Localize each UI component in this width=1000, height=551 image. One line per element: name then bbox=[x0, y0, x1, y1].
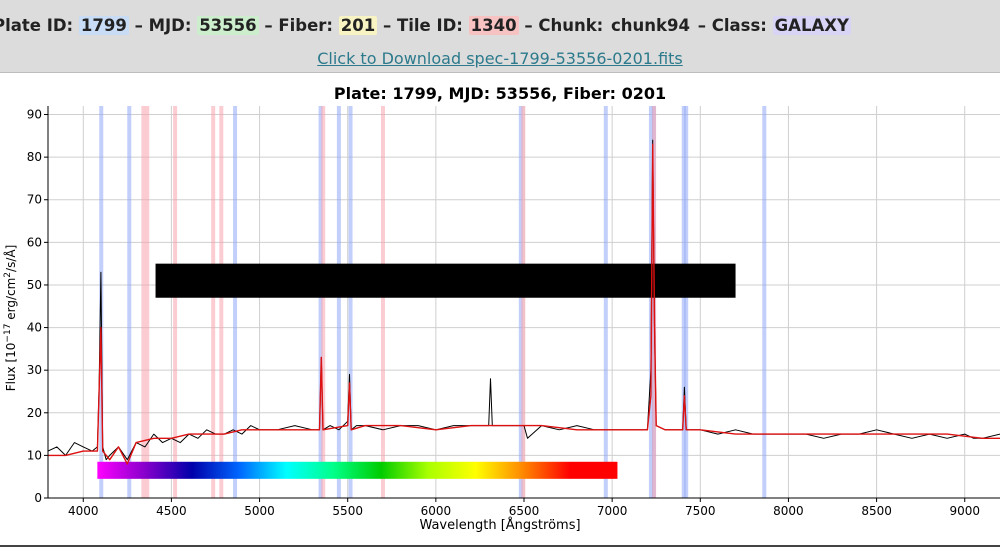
x-tick-label: 7000 bbox=[597, 504, 628, 518]
chart-title: Plate: 1799, MJD: 53556, Fiber: 0201 bbox=[334, 84, 666, 103]
spectrum-header: Plate ID: 1799 – MJD: 53556 – Fiber: 201… bbox=[0, 0, 1000, 73]
x-tick-label: 8500 bbox=[861, 504, 892, 518]
absorption-line-marker bbox=[173, 106, 178, 498]
emission-line-marker bbox=[127, 106, 132, 498]
emission-line-marker bbox=[518, 106, 523, 498]
y-label-sq: 2 bbox=[3, 272, 13, 278]
tile-label: Tile ID: bbox=[396, 16, 463, 35]
absorption-line-marker bbox=[219, 106, 224, 498]
separator: – bbox=[382, 16, 392, 35]
y-tick-label: 20 bbox=[27, 406, 42, 420]
separator: – bbox=[264, 16, 273, 35]
masked-region-band bbox=[155, 263, 736, 298]
emission-line-marker bbox=[336, 106, 341, 498]
tile-value: 1340 bbox=[468, 16, 519, 35]
fiber-value: 201 bbox=[338, 16, 378, 35]
y-tick-label: 0 bbox=[34, 491, 42, 505]
y-tick-label: 30 bbox=[27, 363, 42, 377]
y-tick-label: 10 bbox=[27, 448, 42, 462]
chunk-value: chunk94 bbox=[611, 16, 690, 35]
x-tick-label: 5000 bbox=[244, 504, 275, 518]
spectrum-info-line: Plate ID: 1799 – MJD: 53556 – Fiber: 201… bbox=[0, 14, 1000, 38]
plot-inner bbox=[48, 106, 1000, 498]
y-tick-label: 70 bbox=[27, 193, 42, 207]
plot-area: 4000 4500 5000 5500 6000 6500 7000 7500 8000 8500… bbox=[27, 106, 1000, 518]
plate-label: Plate ID: bbox=[0, 16, 74, 35]
visible-spectrum-bar bbox=[97, 461, 618, 479]
y-axis-label: Flux [10−17 erg/cm2/s/Å] bbox=[3, 245, 18, 392]
separator: – bbox=[524, 16, 533, 35]
separator: – bbox=[697, 16, 706, 35]
absorption-line-marker bbox=[380, 106, 385, 498]
emission-line-marker bbox=[681, 106, 686, 498]
y-tick-label: 40 bbox=[27, 321, 42, 335]
x-tick-label: 9000 bbox=[949, 504, 980, 518]
y-label-exp: −17 bbox=[3, 324, 13, 343]
x-tick-label: 5500 bbox=[332, 504, 363, 518]
emission-line-marker bbox=[762, 106, 767, 498]
x-tick-label: 6000 bbox=[421, 504, 452, 518]
emission-line-marker bbox=[348, 106, 353, 498]
bottom-border bbox=[0, 545, 1000, 547]
emission-line-marker bbox=[684, 106, 689, 498]
x-tick-label: 4000 bbox=[68, 504, 99, 518]
y-tick-label: 90 bbox=[27, 108, 42, 122]
y-tick-label: 50 bbox=[27, 278, 42, 292]
mjd-value: 53556 bbox=[197, 16, 259, 35]
chunk-label: Chunk: bbox=[538, 16, 604, 35]
x-tick-label: 8000 bbox=[773, 504, 804, 518]
y-tick-label: 80 bbox=[27, 150, 42, 164]
x-axis-label: Wavelength [Ångströms] bbox=[419, 517, 580, 533]
emission-line-marker bbox=[318, 106, 323, 498]
fiber-label: Fiber: bbox=[278, 16, 334, 35]
emission-line-marker bbox=[233, 106, 238, 498]
model-series-line bbox=[48, 143, 1000, 465]
emission-line-marker bbox=[603, 106, 608, 498]
absorption-line-marker bbox=[145, 106, 150, 498]
absorption-line-marker bbox=[141, 106, 146, 498]
y-tick-label: 60 bbox=[27, 235, 42, 249]
x-tick-label: 4500 bbox=[156, 504, 187, 518]
y-label-main: Flux [10 bbox=[4, 343, 18, 392]
download-fits-link[interactable]: Click to Download spec-1799-53556-0201.f… bbox=[317, 49, 683, 68]
x-tick-label: 7500 bbox=[685, 504, 716, 518]
y-label-tail: /s/Å] bbox=[3, 245, 18, 272]
y-label-rest: erg/cm bbox=[4, 278, 18, 324]
mjd-label: MJD: bbox=[148, 16, 192, 35]
absorption-line-marker bbox=[321, 106, 326, 498]
x-tick-label: 6500 bbox=[509, 504, 540, 518]
class-label: Class: bbox=[711, 16, 767, 35]
spectrum-chart: 4000 4500 5000 5500 6000 6500 7000 7500 8000 8500… bbox=[0, 73, 1000, 547]
plate-value: 1799 bbox=[78, 16, 129, 35]
class-value: GALAXY bbox=[772, 16, 851, 35]
absorption-line-marker bbox=[521, 106, 526, 498]
separator: – bbox=[134, 16, 143, 35]
absorption-line-marker bbox=[211, 106, 216, 498]
spectrum-chart-svg: 4000 4500 5000 5500 6000 6500 7000 7500 8000 8500… bbox=[3, 84, 1000, 533]
